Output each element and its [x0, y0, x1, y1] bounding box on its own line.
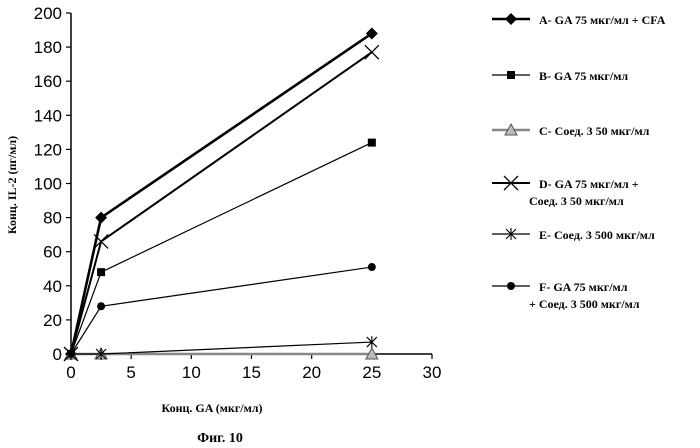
series-line [70, 51, 373, 355]
series-a [65, 27, 378, 360]
y-tick-label: 140 [34, 106, 62, 125]
legend-swatch-marker [505, 13, 517, 25]
data-point [364, 346, 379, 360]
x-ticks: 0 5 10 15 20 25 30 [66, 354, 441, 382]
y-tick-label: 80 [43, 209, 62, 228]
legend-entry: F- GA 75 мкг/мл + Соед. 3 500 мкг/мл [492, 280, 640, 311]
data-point [95, 211, 108, 224]
legend-label: + Соед. 3 500 мкг/мл [529, 297, 640, 311]
series-f [67, 263, 376, 358]
data-point [367, 138, 376, 147]
legend-label: A- GA 75 мкг/мл + CFA [539, 13, 666, 27]
x-tick-label: 15 [242, 363, 261, 382]
data-point [364, 44, 380, 60]
data-point [93, 234, 109, 249]
x-tick-label: 5 [126, 363, 135, 382]
y-tick-label: 0 [53, 345, 62, 364]
legend-label: C- Соед. 3 50 мкг/мл [539, 124, 650, 138]
data-point [365, 27, 378, 40]
legend-entry: C- Соед. 3 50 мкг/мл [492, 122, 650, 138]
data-point [367, 263, 376, 272]
legend-swatch-marker [503, 175, 519, 191]
legend: A- GA 75 мкг/мл + CFA B- GA 75 мкг/мл C- С… [492, 13, 666, 311]
y-tick-label: 180 [34, 38, 62, 57]
x-axis-title: Конц. GA (мкг/мл) [161, 401, 262, 415]
series-lines [63, 27, 380, 362]
series-line [70, 266, 372, 355]
legend-entry: A- GA 75 мкг/мл + CFA [492, 13, 666, 27]
x-tick-label: 30 [423, 363, 442, 382]
legend-label: Соед. 3 50 мкг/мл [529, 194, 624, 208]
x-tick-label: 20 [302, 363, 321, 382]
series-line [70, 142, 373, 355]
y-tick-label: 40 [43, 277, 62, 296]
y-tick-label: 120 [34, 140, 62, 159]
y-tick-label: 200 [34, 4, 62, 23]
data-point [97, 268, 106, 277]
x-tick-label: 25 [362, 363, 381, 382]
data-point [67, 350, 75, 358]
series-b [67, 138, 376, 358]
x-tick-label: 0 [66, 363, 75, 382]
legend-entry: B- GA 75 мкг/мл [492, 69, 628, 83]
legend-swatch-marker [504, 122, 518, 136]
y-tick-label: 60 [43, 243, 62, 262]
data-point [366, 336, 378, 349]
y-tick-label: 100 [34, 175, 62, 194]
legend-label: E- Соед. 3 500 мкг/мл [539, 228, 655, 242]
y-axis-title: Конц. IL-2 (пг/мл) [5, 136, 19, 234]
series-line [69, 32, 373, 355]
y-tick-label: 20 [43, 311, 62, 330]
data-point [97, 302, 106, 311]
legend-swatch-marker [505, 228, 517, 240]
y-tick-label: 160 [34, 72, 62, 91]
legend-label: F- GA 75 мкг/мл [539, 280, 628, 294]
series-d [63, 44, 380, 362]
legend-label: B- GA 75 мкг/мл [539, 69, 628, 83]
legend-swatch-marker [507, 71, 515, 79]
y-ticks: 0 20 40 60 80 100 120 140 160 180 200 [34, 4, 71, 364]
figure-caption: Фиг. 10 [197, 431, 243, 446]
series-e [65, 336, 378, 360]
series-line [71, 341, 372, 355]
legend-entry: E- Соед. 3 500 мкг/мл [492, 228, 655, 242]
legend-entry: D- GA 75 мкг/мл + Соед. 3 50 мкг/мл [492, 175, 639, 208]
legend-swatch-marker [507, 282, 515, 290]
data-point [95, 348, 107, 360]
x-tick-label: 10 [182, 363, 201, 382]
legend-label: D- GA 75 мкг/мл + [539, 177, 639, 191]
